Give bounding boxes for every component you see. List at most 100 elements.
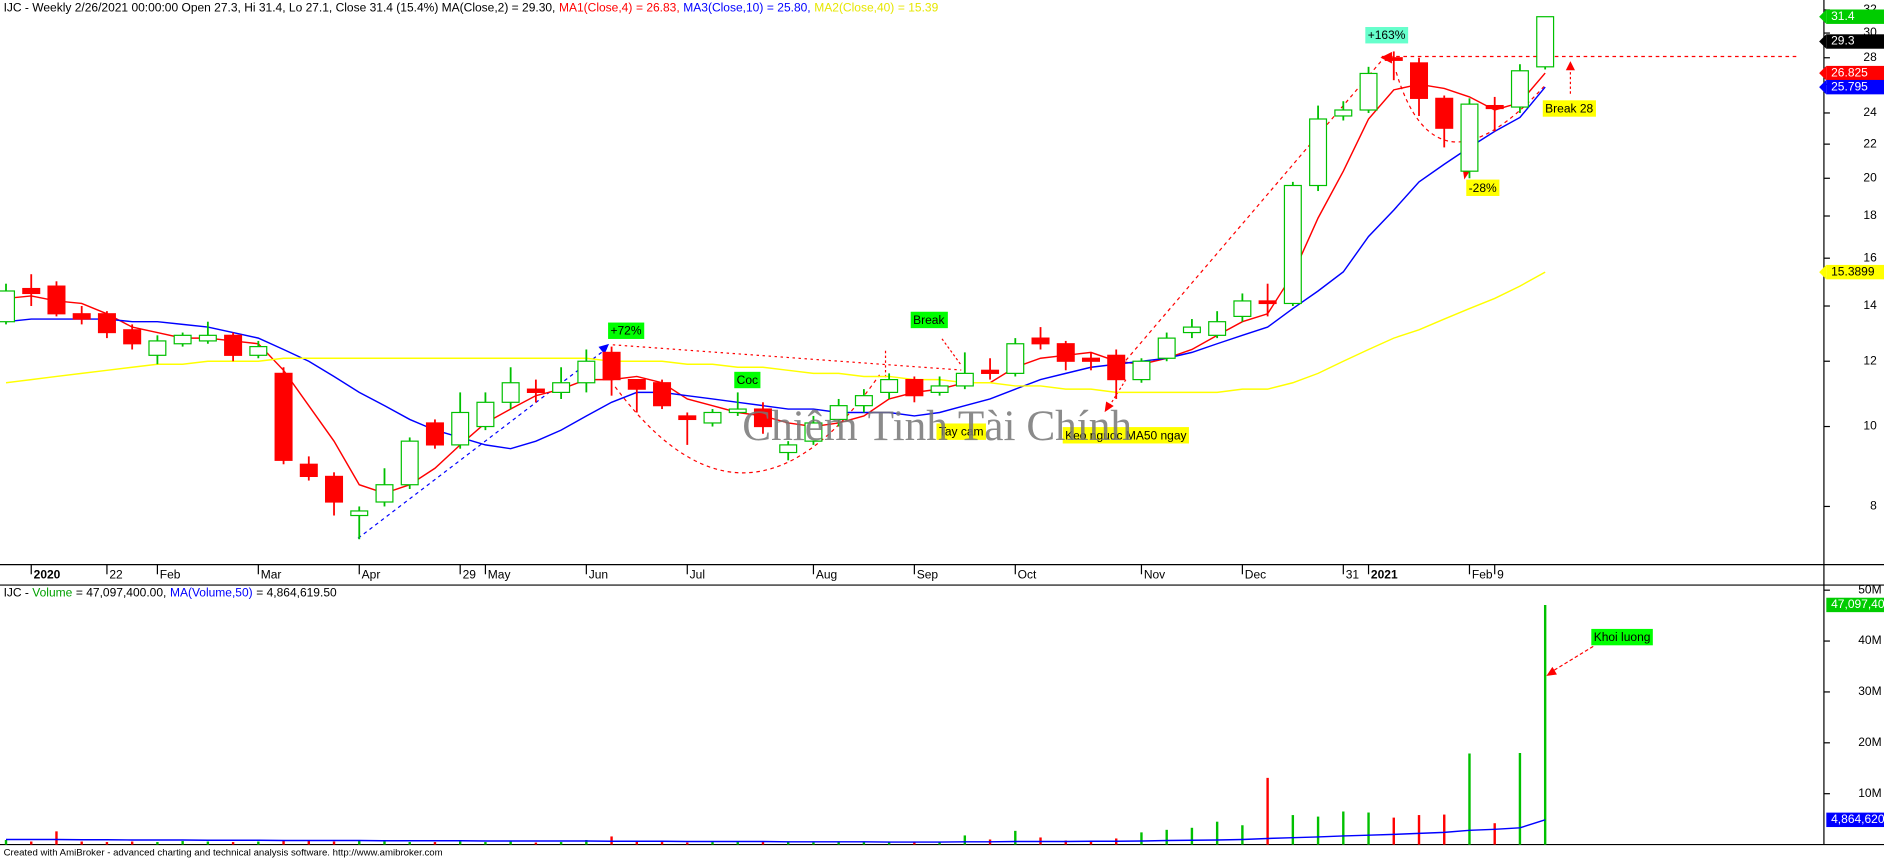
candle-body <box>854 395 873 407</box>
x-tick-label: 2021 <box>1371 568 1398 582</box>
candle-body <box>1485 104 1504 110</box>
x-tick-label: 29 <box>463 568 477 582</box>
candle-body <box>1182 326 1201 334</box>
candle-body <box>476 401 495 428</box>
value-tag: 26.825 <box>1831 65 1868 79</box>
legend-name: MA2(Close,40) <box>814 1 894 15</box>
candle-body <box>955 372 974 387</box>
legend-value: = 26.83, <box>636 1 680 15</box>
candle-body <box>728 408 747 414</box>
candle-body <box>678 415 697 421</box>
arrow-head <box>598 343 610 355</box>
candle-body <box>274 372 293 461</box>
candle-body <box>97 313 116 334</box>
candle-body <box>804 422 823 442</box>
trend-line <box>357 347 608 539</box>
value-tag-bg <box>1826 79 1884 95</box>
value-tag-bg <box>1826 812 1884 828</box>
volume-title: IJC - Volume = 47,097,400.00, MA(Volume,50… <box>4 586 337 600</box>
legend-name: MA(Volume,50) <box>170 586 253 600</box>
chart-title: IJC - Weekly 2/26/2021 00:00:00 Open 27.… <box>4 1 939 15</box>
x-tick-label: Jun <box>589 568 608 582</box>
x-tick-label: Nov <box>1144 568 1165 582</box>
candle-body <box>224 334 243 356</box>
candle-body <box>1208 321 1227 336</box>
watermark: Chiêm Tinh Tài Chính <box>742 402 1132 450</box>
candle-body <box>148 340 167 356</box>
annotation: Break <box>913 313 945 327</box>
value-tag: 25.795 <box>1831 79 1868 93</box>
value-tag: 4,864,620 <box>1831 812 1884 826</box>
x-tick-label: Sep <box>917 568 939 582</box>
y-tick-label: 22 <box>1863 136 1877 150</box>
candle-body <box>350 510 369 517</box>
candle-body <box>425 422 444 446</box>
value-tag-bg <box>1826 9 1884 24</box>
value-tag: 29.3 <box>1831 34 1855 48</box>
annotation-bg <box>910 311 948 329</box>
candle-body <box>451 411 470 446</box>
candle-body <box>526 388 545 393</box>
candle-body <box>1309 118 1328 187</box>
candle-body <box>375 484 394 503</box>
ma-line <box>5 271 1546 394</box>
x-tick-label: 31 <box>1346 568 1360 582</box>
candle-body <box>501 382 520 403</box>
annotation-bg <box>1466 179 1500 196</box>
x-tick-label: Feb <box>160 568 181 582</box>
y-tick-label: 8 <box>1870 499 1877 513</box>
arrow <box>941 338 962 366</box>
x-tick-label: May <box>488 568 511 582</box>
candle-body <box>72 313 91 320</box>
value-tag-pointer <box>1819 34 1827 49</box>
annotation-bg <box>734 371 761 389</box>
candle-body <box>653 382 672 407</box>
cup-arc <box>1395 71 1545 143</box>
candle-body <box>1334 109 1353 117</box>
footer: Created with AmiBroker - advanced charti… <box>4 848 443 859</box>
value-tag: 31.4 <box>1831 9 1855 23</box>
annotation-bg <box>1591 628 1653 646</box>
candle-body <box>753 408 772 428</box>
candle-body <box>198 334 217 342</box>
trend-line <box>612 344 962 371</box>
candle-body <box>552 382 571 393</box>
candle-body <box>577 360 596 384</box>
candle-body <box>880 378 899 393</box>
value-tag: 47,097,400 <box>1831 597 1884 611</box>
legend-value: = 25.80, <box>767 1 811 15</box>
value-tag-pointer <box>1819 9 1827 24</box>
candle-body <box>299 463 318 478</box>
x-tick-label: Oct <box>1018 568 1037 582</box>
x-tick-label: Apr <box>362 568 381 582</box>
x-tick-label: 9 <box>1497 568 1504 582</box>
candle-body <box>1157 337 1176 359</box>
value-tag: 15.3899 <box>1831 264 1875 278</box>
candle-body <box>1384 57 1403 61</box>
y-tick-label: 20 <box>1863 170 1877 184</box>
candle-body <box>905 378 924 397</box>
candle-body <box>1409 62 1429 99</box>
y-tick-label: 30M <box>1858 684 1881 698</box>
legend-value: = 47,097,400.00, <box>76 586 166 600</box>
y-tick-label: 28 <box>1863 50 1877 64</box>
y-tick-label: 40M <box>1858 633 1881 647</box>
candle-body <box>1460 103 1479 172</box>
trend-line <box>1125 57 1385 361</box>
candle-body <box>1107 354 1126 381</box>
candle-body <box>325 475 344 503</box>
candle-body <box>627 378 646 390</box>
y-tick-label: 18 <box>1863 208 1877 222</box>
arrow <box>1107 379 1127 409</box>
candle-body <box>1359 72 1378 111</box>
annotation-bg <box>1365 27 1409 44</box>
annotation-bg <box>936 423 986 440</box>
candle-body <box>1258 300 1277 305</box>
annotation: Keo nguoc MA50 ngay <box>1065 428 1186 442</box>
y-tick-label: 50M <box>1858 582 1881 596</box>
legend-value: = 4,864,619.50 <box>256 586 337 600</box>
annotation: -28% <box>1469 181 1497 195</box>
